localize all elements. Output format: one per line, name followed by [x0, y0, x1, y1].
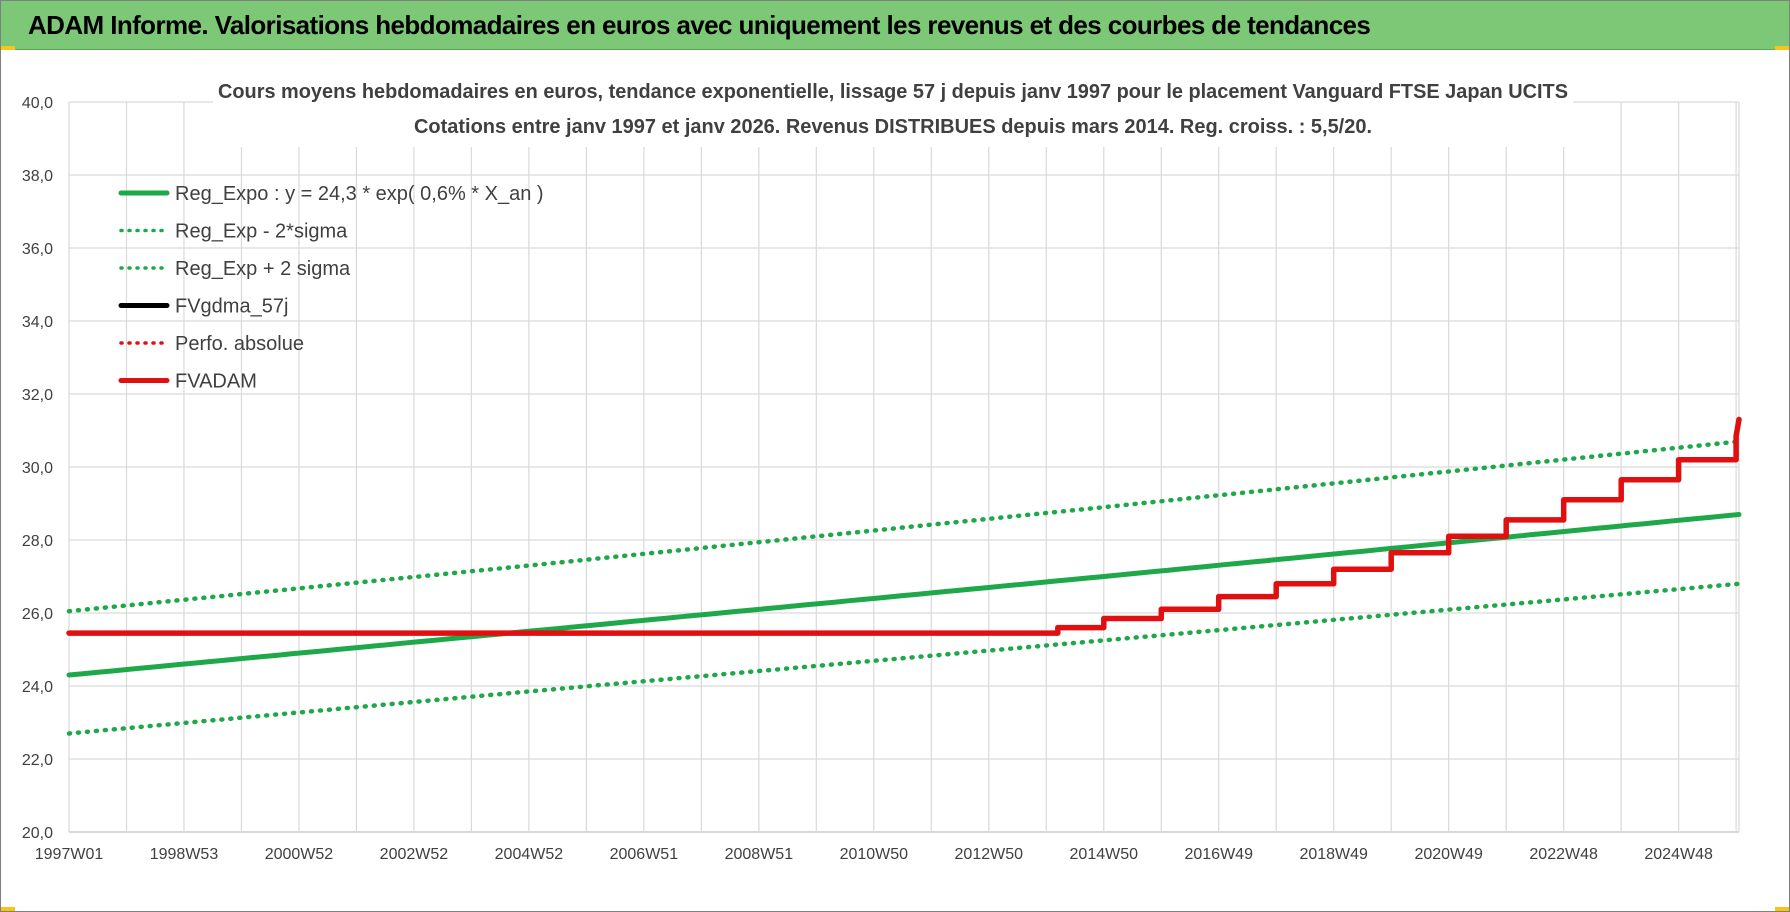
x-tick-label: 2008W51	[725, 846, 794, 863]
y-tick-label: 26,0	[22, 606, 53, 623]
series-line	[66, 581, 1742, 736]
legend-label: Perfo. absolue	[175, 333, 304, 355]
chart-title: Cours moyens hebdomadaires en euros, ten…	[218, 81, 1568, 103]
x-tick-label: 2010W50	[840, 846, 909, 863]
y-tick-label: 40,0	[22, 95, 53, 112]
x-tick-label: 2002W52	[380, 846, 449, 863]
grid-layer	[68, 101, 1740, 833]
x-tick-label: 2006W51	[610, 846, 679, 863]
header-bar: ADAM Informe. Valorisations hebdomadaire…	[1, 1, 1789, 50]
legend-label: Reg_Exp - 2*sigma	[175, 221, 348, 243]
y-axis: 20,0 22,0 24,0 26,0 28,0 30,0 32,0 34,0 36,0 38,0…	[22, 95, 53, 842]
series-line	[66, 512, 1742, 678]
chart-subtitle: Cotations entre janv 1997 et janv 2026. …	[414, 116, 1372, 138]
legend-label: Reg_Exp + 2 sigma	[175, 258, 351, 280]
y-tick-label: 28,0	[22, 533, 53, 550]
legend-label: FVgdma_57j	[175, 296, 288, 318]
x-tick-label: 2016W49	[1184, 846, 1253, 863]
y-tick-label: 36,0	[22, 241, 53, 258]
x-tick-label: 2024W48	[1644, 846, 1713, 863]
x-tick-label: 2020W49	[1414, 846, 1483, 863]
y-tick-label: 30,0	[22, 460, 53, 477]
x-axis: 1997W01 1998W53 2000W52 2002W52 2004W52 2006W…	[35, 846, 1713, 863]
y-tick-label: 24,0	[22, 679, 53, 696]
line-chart: 20,0 22,0 24,0 26,0 28,0 30,0 32,0 34,0 36,0 38,0…	[22, 67, 1742, 863]
x-tick-label: 2022W48	[1529, 846, 1598, 863]
page-title: ADAM Informe. Valorisations hebdomadaire…	[28, 10, 1371, 40]
legend-label: Reg_Expo : y = 24,3 * exp( 0,6% * X_an )	[175, 183, 544, 205]
chart-title-bg	[213, 67, 1573, 147]
corner-mark-bottom-left	[1, 907, 15, 911]
x-tick-label: 2014W50	[1070, 846, 1139, 863]
corner-mark-top-left	[1, 46, 15, 50]
y-tick-label: 34,0	[22, 314, 53, 331]
legend-label: FVADAM	[175, 371, 257, 393]
y-tick-label: 22,0	[22, 752, 53, 769]
series-line	[66, 416, 1742, 636]
x-tick-label: 1998W53	[150, 846, 219, 863]
x-tick-label: 2018W49	[1299, 846, 1368, 863]
series-line	[66, 439, 1742, 614]
x-tick-label: 2004W52	[495, 846, 564, 863]
chart-area: 20,0 22,0 24,0 26,0 28,0 30,0 32,0 34,0 36,0 38,0…	[1, 50, 1789, 911]
y-tick-label: 32,0	[22, 387, 53, 404]
x-tick-label: 1997W01	[35, 846, 104, 863]
corner-mark-bottom-right	[1775, 907, 1789, 911]
y-tick-label: 20,0	[22, 825, 53, 842]
series-layer	[66, 416, 1742, 736]
x-tick-label: 2012W50	[955, 846, 1024, 863]
legend: Reg_Expo : y = 24,3 * exp( 0,6% * X_an )…	[118, 183, 544, 393]
y-tick-label: 38,0	[22, 168, 53, 185]
x-tick-label: 2000W52	[265, 846, 334, 863]
corner-mark-top-right	[1775, 46, 1789, 50]
